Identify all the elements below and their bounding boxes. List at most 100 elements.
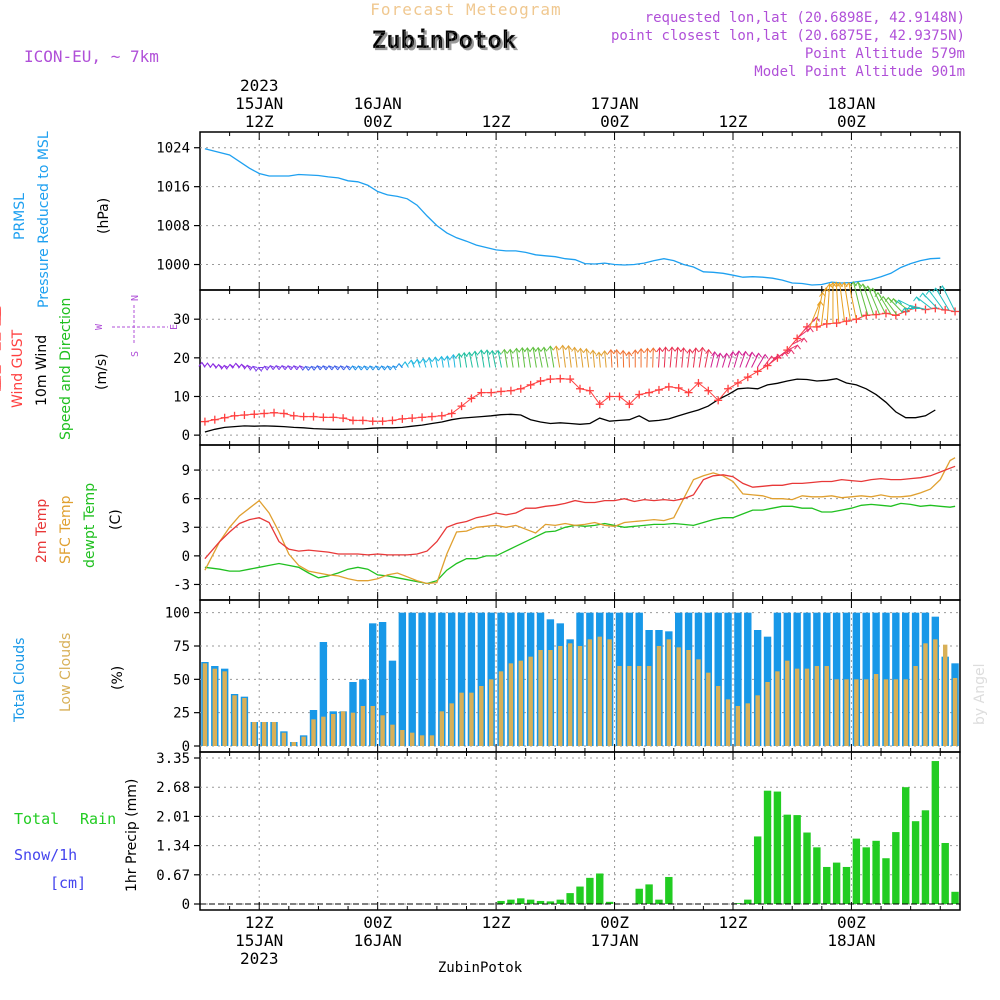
wind-arrow <box>663 347 667 368</box>
total-cloud-bar <box>477 612 485 746</box>
wind-arrow-head <box>625 351 633 357</box>
wind-arrow-head <box>518 347 526 353</box>
top-time-label: 12Z <box>245 112 274 131</box>
precip-panel: Total Rain Snow/1h [cm] 1hr Precip (mm) … <box>14 751 961 913</box>
rain-bar <box>497 900 505 904</box>
wind-arrow-head <box>366 365 374 371</box>
wind-arrow-head <box>577 347 584 353</box>
wind-arrow-head <box>534 346 542 352</box>
prmsl-label: PRMSL <box>12 193 28 240</box>
bottom-time-label: 12Z <box>245 913 274 932</box>
wind-arrow-head <box>465 351 473 357</box>
low-cloud-bar <box>410 732 415 746</box>
low-cloud-bar <box>656 646 662 746</box>
wind-arrow-head <box>932 287 940 293</box>
wind-arrow <box>486 350 491 368</box>
rain-bar <box>753 836 762 904</box>
pressure-line <box>204 148 941 286</box>
wind-arrow <box>857 281 869 316</box>
wind-arrow <box>458 353 462 368</box>
wind-arrow-head <box>343 365 350 371</box>
wind10m-line <box>204 378 936 433</box>
rain-bar <box>813 847 821 904</box>
precip-frame <box>199 751 961 911</box>
wind-arrow-head <box>716 352 724 358</box>
compass-s: S <box>130 351 141 357</box>
low-cloud-bar <box>933 639 938 746</box>
wind-arrow <box>675 347 679 368</box>
rain-bar <box>744 899 752 904</box>
temperature-ytick-label: 9 <box>182 463 190 479</box>
wind-arrow-head <box>755 352 763 358</box>
wind-arrow-head <box>460 351 468 358</box>
low-cloud-bar <box>360 706 366 746</box>
wind-arrow <box>721 353 728 368</box>
wind-arrow <box>610 349 613 368</box>
top-time-label: 16JAN <box>354 94 402 113</box>
bottom-time-label: 18JAN <box>827 931 875 950</box>
compass-rose: N S E W <box>94 295 180 357</box>
low-cloud-bar <box>607 639 612 746</box>
wind-arrow <box>441 356 444 368</box>
pressure-ytick-label: 1016 <box>156 180 190 196</box>
wind-arrow-head <box>680 347 687 353</box>
wind-arrow <box>446 356 450 368</box>
wind-arrow <box>658 347 661 368</box>
sfc-temp-label: SFC Temp <box>58 495 74 564</box>
wind-arrow <box>579 348 584 368</box>
precip-unit-label: 1hr Precip (mm) <box>124 779 140 892</box>
wind-arrow-head <box>601 350 609 356</box>
low-cloud-bar <box>567 643 573 746</box>
wind-arrow <box>669 347 673 368</box>
rain-bar <box>823 866 831 904</box>
temperature-panel: 2m Temp SFC Temp dewpt Temp (C) 9 6 3 0 -3 <box>34 444 961 601</box>
wind-arrow-head <box>220 364 228 370</box>
precip-ytick-label: 1.34 <box>156 839 190 855</box>
wind-arrow-head <box>761 353 769 359</box>
wind-arrow-head <box>290 365 298 371</box>
bottom-time-label: 12Z <box>482 913 511 932</box>
low-cloud-bar <box>222 671 227 746</box>
rain-bar <box>842 866 851 904</box>
temperature-ytick-label: 6 <box>182 492 190 508</box>
wind-arrow <box>480 350 485 368</box>
point-altitude: Point Altitude 579m <box>805 46 965 62</box>
pressure-ytick-label: 1008 <box>156 219 190 235</box>
low-cloud-bar <box>449 703 454 746</box>
wind-arrow <box>463 352 468 368</box>
wind-arrow-head <box>255 366 263 372</box>
wind-arrow-head <box>890 297 897 304</box>
precip-ytick-label: 2.01 <box>156 809 190 825</box>
rain-bar <box>665 876 673 904</box>
low-cloud-bar <box>429 735 435 746</box>
bottom-time-label: 12Z <box>719 913 748 932</box>
wind-arrow-head <box>884 296 892 302</box>
wind-arrow <box>862 283 875 315</box>
low-cloud-bar <box>696 659 701 746</box>
wind-arrow <box>521 347 526 368</box>
wind-arrow-head <box>284 364 292 371</box>
low-cloud-bar <box>350 712 356 746</box>
wind-arrow-head <box>938 285 946 291</box>
rain-bar <box>536 900 545 904</box>
wind-arrow-head <box>325 365 333 371</box>
wind-arrow-head <box>919 292 927 298</box>
wind-arrow-head <box>407 359 415 365</box>
low-cloud-bar <box>528 656 533 746</box>
wind-ytick-label: 0 <box>182 428 190 444</box>
location-title: ZubinPotok <box>372 26 517 54</box>
wind-arrow-head <box>215 363 222 369</box>
wind-arrow-head <box>656 346 664 353</box>
wind-arrow-head <box>735 350 743 356</box>
precip-ytick-label: 3.35 <box>156 751 190 767</box>
rain-bar <box>526 899 535 904</box>
temp-unit-label: (C) <box>108 509 124 530</box>
wind-arrow-head <box>826 283 834 289</box>
low-cloud-bar <box>942 644 948 746</box>
top-time-label: 12Z <box>482 112 511 131</box>
wind-ytick-label: 10 <box>173 389 190 405</box>
rain-bar <box>586 877 594 904</box>
wind-arrow <box>848 282 857 320</box>
rain-bar <box>882 858 890 904</box>
